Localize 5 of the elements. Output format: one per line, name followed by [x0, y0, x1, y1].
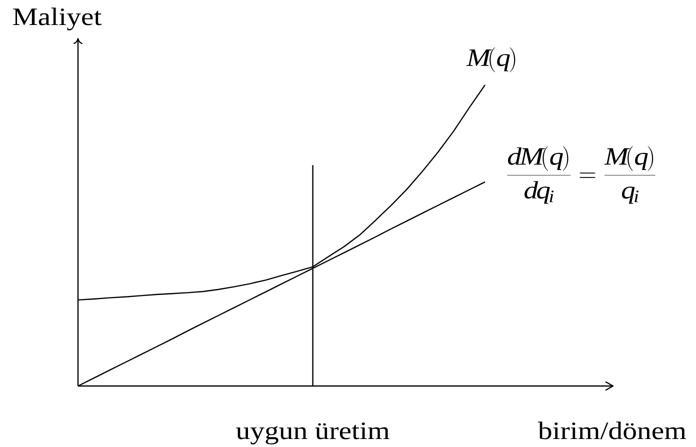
- x-axis-title: birim/dönem: [538, 422, 686, 440]
- text: $\frac{dM(q)}{dq_i}=\frac{M(q)}{q_i}$: [507, 146, 656, 204]
- text: uygun üretim: [236, 422, 390, 444]
- y-axis-title: Maliyet: [13, 8, 102, 30]
- text: $M(q)$: [466, 47, 516, 72]
